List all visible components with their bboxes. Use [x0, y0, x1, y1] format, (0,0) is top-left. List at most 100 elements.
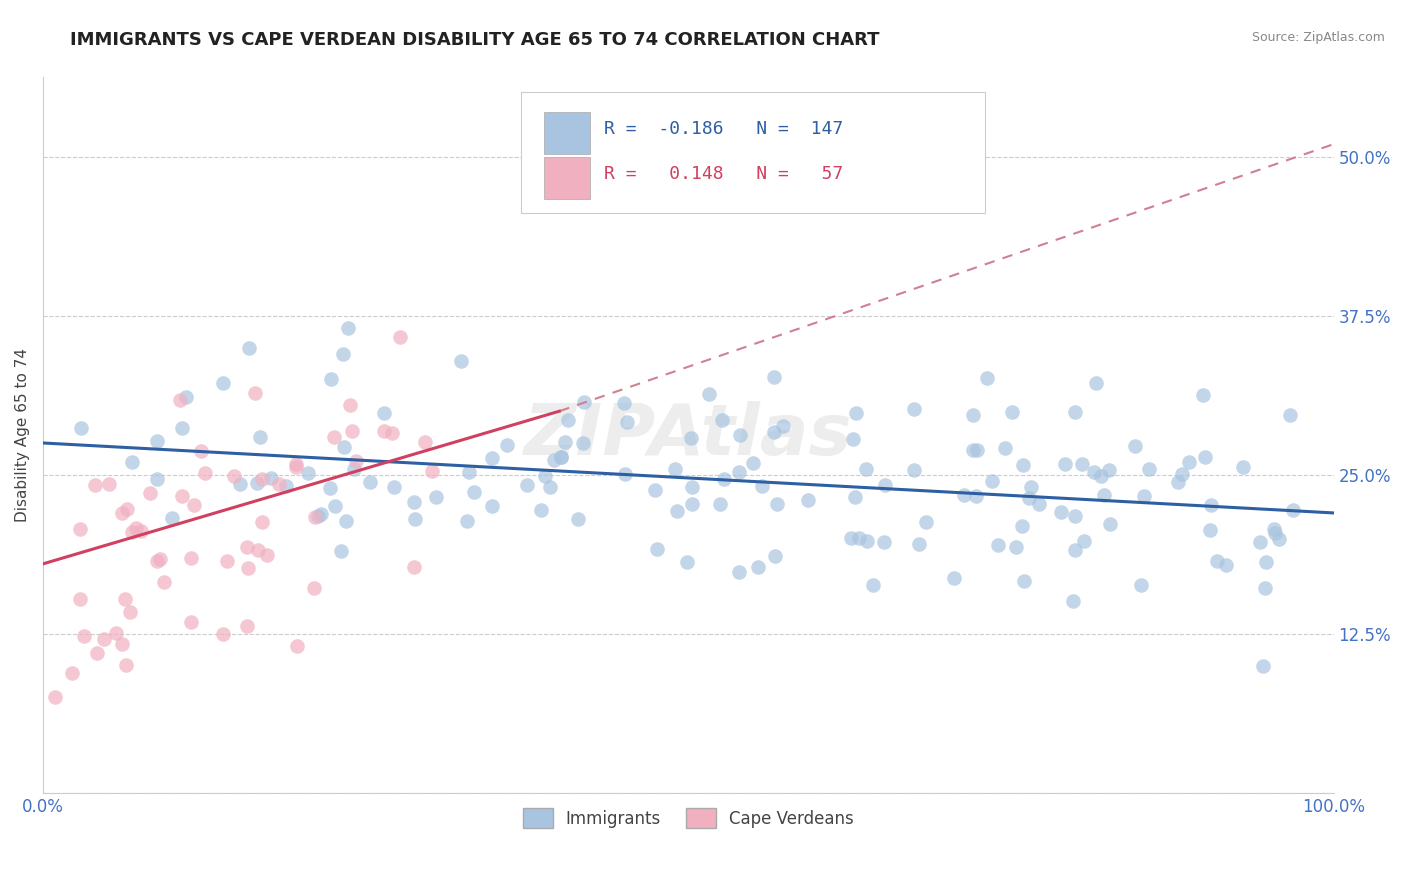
Point: [1054, 457, 1077, 471]
Text: R =   0.148   N =   57: R = 0.148 N = 57: [605, 165, 844, 183]
Point: [554, 434, 576, 449]
Point: [247, 543, 270, 558]
Text: IMMIGRANTS VS CAPE VERDEAN DISABILITY AGE 65 TO 74 CORRELATION CHART: IMMIGRANTS VS CAPE VERDEAN DISABILITY AG…: [70, 31, 880, 49]
Point: [1133, 489, 1156, 503]
Point: [664, 462, 686, 476]
Point: [284, 457, 307, 471]
Point: [481, 451, 503, 466]
Point: [1123, 439, 1146, 453]
Point: [1206, 554, 1229, 568]
Point: [571, 436, 593, 450]
Point: [463, 485, 485, 500]
Point: [246, 475, 269, 490]
Point: [285, 639, 308, 653]
Point: [676, 555, 699, 569]
Point: [114, 592, 136, 607]
Point: [180, 551, 202, 566]
Point: [727, 465, 749, 479]
Point: [1278, 409, 1301, 423]
FancyBboxPatch shape: [520, 92, 986, 213]
Point: [129, 524, 152, 538]
Point: [965, 489, 987, 503]
Point: [713, 472, 735, 486]
Point: [146, 434, 169, 448]
Point: [117, 502, 139, 516]
Point: [456, 514, 478, 528]
Text: R =  -0.186   N =  147: R = -0.186 N = 147: [605, 120, 844, 138]
Point: [44, 690, 66, 704]
Point: [1178, 455, 1201, 469]
Point: [1001, 404, 1024, 418]
Point: [115, 658, 138, 673]
Point: [845, 406, 868, 420]
Point: [681, 480, 703, 494]
Point: [1281, 503, 1303, 517]
Point: [284, 460, 307, 475]
Point: [855, 462, 877, 476]
Point: [550, 450, 572, 464]
Point: [1268, 532, 1291, 546]
Point: [229, 477, 252, 491]
Point: [844, 491, 866, 505]
Point: [250, 472, 273, 486]
Point: [1011, 518, 1033, 533]
Point: [139, 486, 162, 500]
Point: [121, 455, 143, 469]
Point: [710, 413, 733, 427]
FancyBboxPatch shape: [544, 157, 591, 199]
Y-axis label: Disability Age 65 to 74: Disability Age 65 to 74: [15, 348, 30, 522]
Point: [1012, 574, 1035, 589]
Point: [842, 432, 865, 446]
Point: [84, 477, 107, 491]
Point: [304, 509, 326, 524]
Point: [359, 475, 381, 489]
Point: [382, 480, 405, 494]
Point: [373, 424, 395, 438]
Point: [339, 398, 361, 412]
Point: [180, 615, 202, 629]
Point: [1254, 581, 1277, 595]
Point: [373, 406, 395, 420]
Point: [1137, 462, 1160, 476]
Point: [194, 466, 217, 480]
Point: [404, 495, 426, 509]
Point: [976, 371, 998, 385]
Point: [1049, 505, 1071, 519]
Point: [118, 605, 141, 619]
Point: [679, 431, 702, 445]
Point: [557, 413, 579, 427]
Point: [616, 415, 638, 429]
Point: [766, 497, 789, 511]
Point: [1084, 376, 1107, 390]
Point: [402, 560, 425, 574]
Point: [172, 489, 194, 503]
Point: [1215, 558, 1237, 572]
Point: [381, 426, 404, 441]
Point: [903, 463, 925, 477]
Point: [1073, 533, 1095, 548]
Point: [183, 498, 205, 512]
Point: [763, 370, 786, 384]
Point: [70, 421, 93, 435]
Point: [174, 390, 197, 404]
Point: [962, 408, 984, 422]
Point: [425, 490, 447, 504]
Point: [953, 487, 976, 501]
Point: [72, 629, 94, 643]
Point: [153, 574, 176, 589]
Point: [276, 479, 298, 493]
Point: [1092, 488, 1115, 502]
Point: [1263, 522, 1285, 536]
Point: [763, 549, 786, 563]
Point: [981, 474, 1004, 488]
Point: [1251, 658, 1274, 673]
Point: [121, 524, 143, 539]
Point: [146, 472, 169, 486]
Point: [1171, 467, 1194, 481]
Point: [645, 541, 668, 556]
Point: [538, 480, 561, 494]
Point: [325, 499, 347, 513]
Point: [236, 560, 259, 574]
Point: [875, 477, 897, 491]
Point: [772, 418, 794, 433]
